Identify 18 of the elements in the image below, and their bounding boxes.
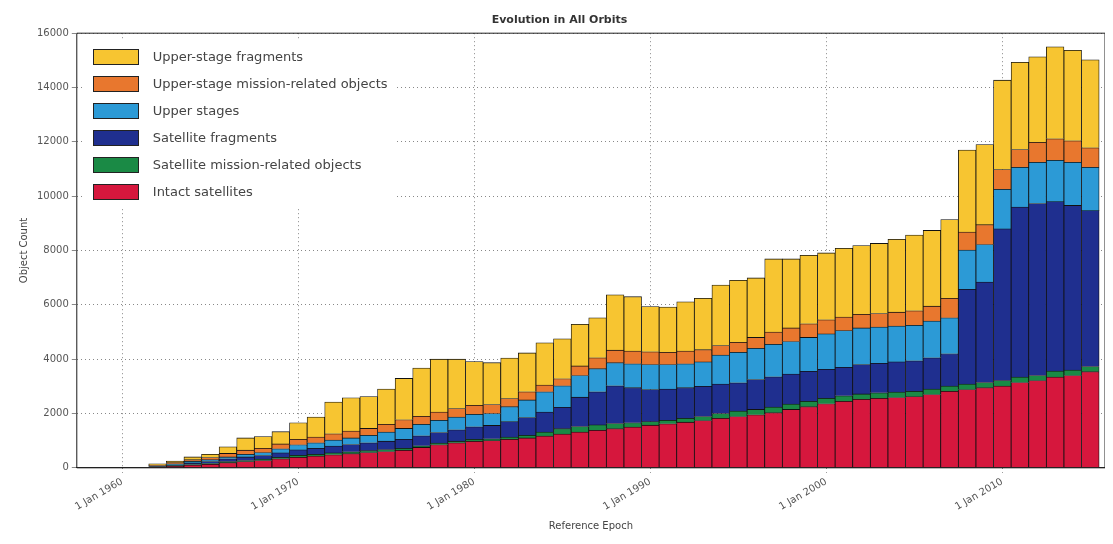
y-tick-label: 0 — [62, 461, 69, 473]
legend-label: Satellite fragments — [152, 130, 278, 146]
y-tick-label: 6000 — [43, 298, 69, 310]
y-tick-label: 2000 — [43, 407, 69, 419]
legend-label: Upper-stage fragments — [152, 49, 304, 65]
y-axis-title: Object Count — [17, 217, 29, 284]
y-tick-label: 4000 — [43, 352, 69, 364]
legend-label: Intact satellites — [152, 184, 253, 200]
legend-label: Upper-stage mission-related objects — [152, 76, 388, 92]
y-tick-label: 12000 — [37, 135, 69, 147]
legend-label: Satellite mission-related objects — [152, 157, 362, 173]
chart-title: Evolution in All Orbits — [491, 13, 628, 27]
y-tick-label: 10000 — [37, 189, 69, 201]
y-tick-label: 16000 — [37, 26, 69, 38]
x-axis-title: Reference Epoch — [548, 519, 633, 531]
legend-label: Upper stages — [152, 103, 240, 119]
y-tick-label: 14000 — [37, 81, 69, 93]
y-tick-label: 8000 — [43, 244, 69, 256]
